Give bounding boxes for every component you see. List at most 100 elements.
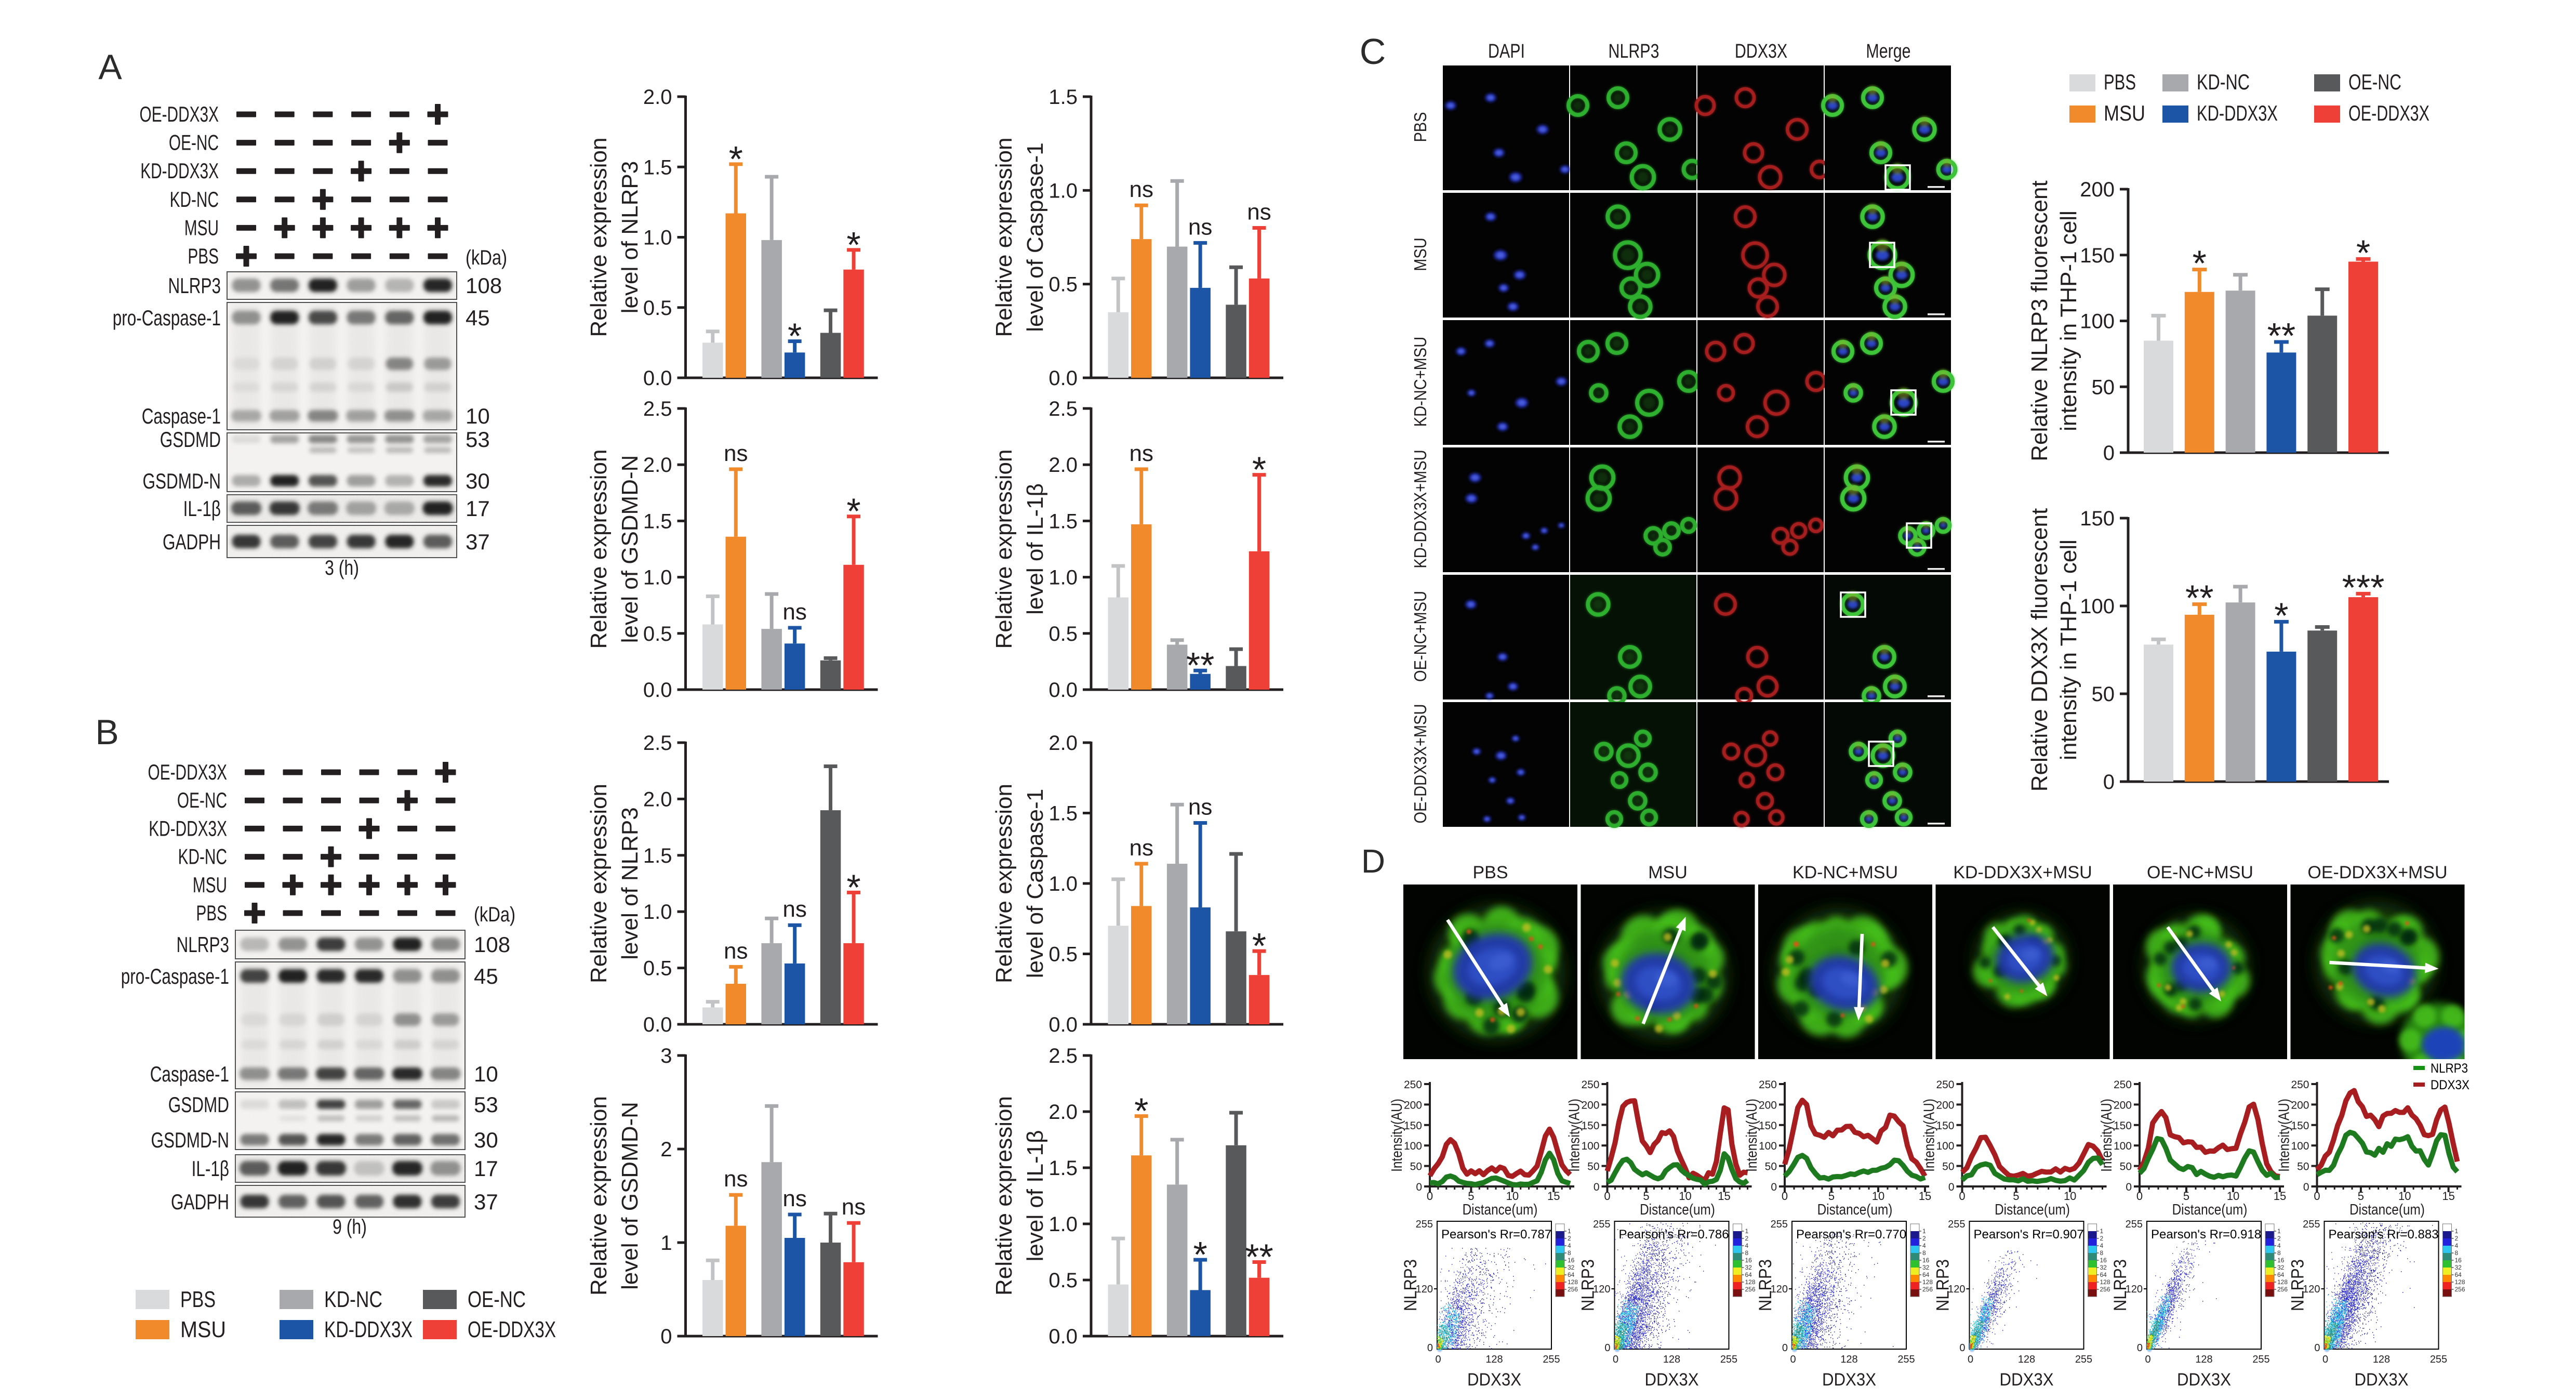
svg-text:Relative expression: Relative expression xyxy=(991,138,1017,337)
svg-text:(kDa): (kDa) xyxy=(466,246,507,269)
svg-text:DDX3X: DDX3X xyxy=(1735,41,1787,62)
svg-text:200: 200 xyxy=(2114,1099,2132,1111)
svg-text:17: 17 xyxy=(466,496,490,521)
svg-text:100: 100 xyxy=(2080,595,2115,618)
svg-text:*: * xyxy=(846,225,860,265)
svg-text:pro-Caspase-1: pro-Caspase-1 xyxy=(121,964,229,988)
svg-text:2.0: 2.0 xyxy=(643,454,672,477)
svg-text:NLRP3: NLRP3 xyxy=(2110,1259,2130,1311)
svg-text:255: 255 xyxy=(2075,1354,2092,1365)
svg-text:0.0: 0.0 xyxy=(643,1013,672,1036)
svg-text:2.0: 2.0 xyxy=(1048,732,1078,755)
svg-text:ns: ns xyxy=(1188,794,1212,820)
svg-text:150: 150 xyxy=(2291,1120,2309,1132)
svg-text:200: 200 xyxy=(1759,1099,1777,1111)
svg-text:0: 0 xyxy=(1427,1190,1433,1203)
svg-text:64: 64 xyxy=(1745,1271,1752,1278)
svg-text:Relative expression: Relative expression xyxy=(586,1096,612,1296)
svg-text:255: 255 xyxy=(1771,1219,1788,1230)
svg-text:5: 5 xyxy=(1828,1190,1835,1203)
svg-text:120: 120 xyxy=(1771,1284,1788,1295)
svg-text:KD-NC+MSU: KD-NC+MSU xyxy=(1411,337,1430,427)
svg-text:OE-NC: OE-NC xyxy=(2348,70,2401,94)
svg-text:50: 50 xyxy=(1410,1161,1422,1173)
svg-text:0.5: 0.5 xyxy=(643,957,672,980)
svg-text:255: 255 xyxy=(1543,1354,1560,1365)
svg-text:0: 0 xyxy=(1948,1181,1955,1193)
svg-text:level of Caspase-1: level of Caspase-1 xyxy=(1023,142,1048,332)
svg-text:200: 200 xyxy=(1581,1099,1599,1111)
svg-text:2: 2 xyxy=(660,1138,672,1161)
svg-text:IL-1β: IL-1β xyxy=(183,496,221,521)
svg-text:10: 10 xyxy=(474,1062,498,1086)
svg-text:4: 4 xyxy=(2277,1242,2281,1249)
svg-text:Relative expression: Relative expression xyxy=(991,450,1017,649)
svg-text:0: 0 xyxy=(1771,1181,1777,1193)
svg-text:128: 128 xyxy=(1663,1354,1680,1365)
svg-text:128: 128 xyxy=(2100,1278,2110,1286)
svg-text:250: 250 xyxy=(2291,1079,2309,1091)
svg-text:Intensity(AU): Intensity(AU) xyxy=(2276,1099,2293,1172)
svg-text:1.5: 1.5 xyxy=(643,156,672,179)
svg-text:1.5: 1.5 xyxy=(1048,86,1078,109)
svg-text:MSU: MSU xyxy=(193,873,227,897)
svg-text:128: 128 xyxy=(1840,1354,1857,1365)
svg-text:OE-NC+MSU: OE-NC+MSU xyxy=(1411,591,1430,682)
svg-text:Relative DDX3X fluorescent: Relative DDX3X fluorescent xyxy=(2027,508,2052,791)
svg-text:GSDMD-N: GSDMD-N xyxy=(143,469,221,493)
svg-text:1.0: 1.0 xyxy=(1048,566,1078,589)
svg-text:level of GSDMD-N: level of GSDMD-N xyxy=(617,455,643,643)
svg-text:128: 128 xyxy=(2373,1354,2390,1365)
svg-text:ns: ns xyxy=(724,441,748,466)
svg-text:**: ** xyxy=(2267,315,2295,356)
svg-text:Intensity(AU): Intensity(AU) xyxy=(2099,1099,2115,1172)
svg-text:ns: ns xyxy=(782,896,806,922)
svg-text:255: 255 xyxy=(2252,1354,2269,1365)
svg-text:45: 45 xyxy=(474,964,498,988)
svg-text:0: 0 xyxy=(2137,1342,2143,1354)
svg-text:15: 15 xyxy=(2442,1190,2454,1203)
svg-text:ns: ns xyxy=(842,1194,866,1220)
svg-text:45: 45 xyxy=(466,306,490,330)
svg-text:(kDa): (kDa) xyxy=(474,903,515,926)
svg-text:200: 200 xyxy=(1936,1099,1954,1111)
svg-text:128: 128 xyxy=(1485,1354,1503,1365)
svg-text:0: 0 xyxy=(2103,771,2115,794)
svg-text:Pearson's Rr=0.883: Pearson's Rr=0.883 xyxy=(2329,1228,2439,1242)
svg-text:2: 2 xyxy=(2277,1235,2281,1242)
svg-text:255: 255 xyxy=(1948,1219,1965,1230)
svg-text:1: 1 xyxy=(2455,1228,2459,1235)
svg-text:50: 50 xyxy=(1587,1161,1599,1173)
svg-text:GSDMD: GSDMD xyxy=(168,1092,229,1117)
svg-text:0.0: 0.0 xyxy=(643,367,672,390)
svg-text:0: 0 xyxy=(1790,1354,1796,1365)
svg-text:NLRP3: NLRP3 xyxy=(1609,41,1659,62)
svg-text:5: 5 xyxy=(2358,1190,2364,1203)
svg-text:0.5: 0.5 xyxy=(1048,943,1078,966)
svg-text:KD-DDX3X: KD-DDX3X xyxy=(140,159,219,183)
svg-text:32: 32 xyxy=(1568,1264,1575,1271)
svg-text:NLRP3: NLRP3 xyxy=(2288,1259,2308,1311)
svg-text:10: 10 xyxy=(2398,1190,2411,1203)
svg-text:KD-DDX3X+MSU: KD-DDX3X+MSU xyxy=(1411,450,1430,568)
svg-text:KD-NC: KD-NC xyxy=(170,187,219,212)
svg-text:OE-NC+MSU: OE-NC+MSU xyxy=(2147,863,2253,882)
svg-text:200: 200 xyxy=(2080,178,2115,201)
svg-text:2.0: 2.0 xyxy=(1048,1101,1078,1124)
svg-text:OE-DDX3X: OE-DDX3X xyxy=(148,760,227,784)
svg-text:120: 120 xyxy=(2126,1284,2143,1295)
svg-text:**: ** xyxy=(1186,645,1214,685)
svg-text:OE-NC: OE-NC xyxy=(468,1287,526,1312)
svg-text:0: 0 xyxy=(1604,1342,1610,1354)
svg-text:64: 64 xyxy=(2100,1271,2107,1278)
svg-text:KD-DDX3X: KD-DDX3X xyxy=(324,1317,413,1342)
svg-text:255: 255 xyxy=(2126,1219,2143,1230)
svg-text:50: 50 xyxy=(1942,1161,1954,1173)
svg-text:Distance(um): Distance(um) xyxy=(2172,1202,2248,1218)
svg-text:8: 8 xyxy=(2455,1249,2459,1257)
svg-text:1.0: 1.0 xyxy=(643,566,672,589)
svg-text:*: * xyxy=(846,491,860,532)
svg-text:Relative expression: Relative expression xyxy=(586,450,612,649)
svg-text:128: 128 xyxy=(1568,1278,1578,1286)
svg-text:0: 0 xyxy=(1613,1354,1618,1365)
